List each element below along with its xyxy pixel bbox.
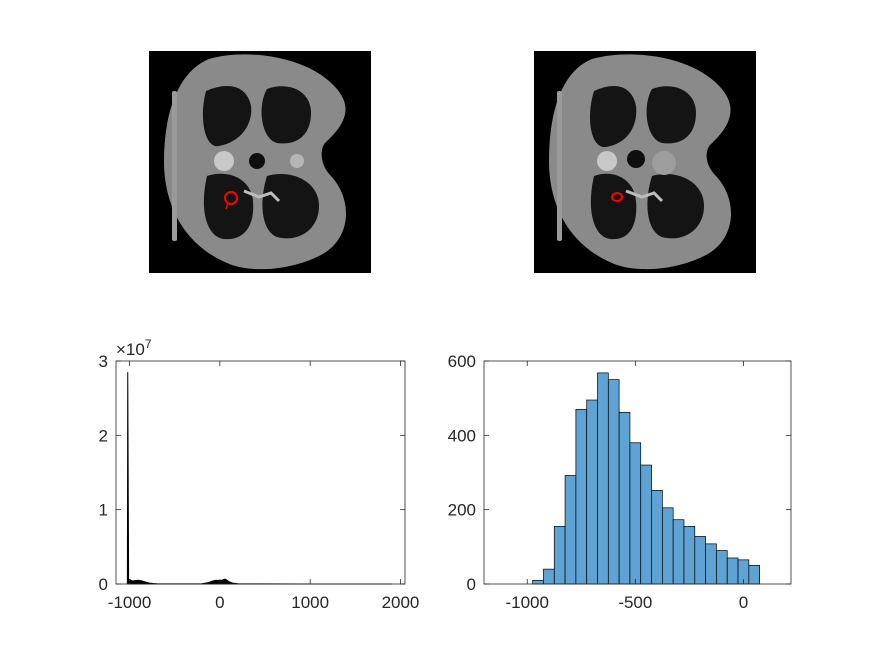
- y-tick-label: 600: [448, 352, 476, 371]
- histogram-bar: [683, 526, 696, 585]
- y-exponent-label: ×107: [116, 337, 152, 359]
- histogram-bar: [716, 550, 728, 585]
- histogram-bar: [694, 536, 706, 585]
- axes-box: [115, 360, 406, 585]
- y-tick-label: 0: [99, 575, 108, 594]
- x-tick-label: 0: [739, 593, 748, 612]
- y-tick-label: 400: [448, 426, 476, 445]
- histogram-bar: [705, 543, 717, 585]
- histogram-bar: [640, 464, 652, 585]
- histogram-bar: [543, 568, 555, 585]
- y-tick-label: 200: [448, 501, 476, 520]
- histogram-bar: [629, 442, 642, 585]
- y-tick-label: 1: [99, 501, 108, 520]
- x-tick-label: -500: [618, 593, 652, 612]
- histogram-bar: [607, 379, 620, 585]
- x-tick-label: -1000: [505, 593, 548, 612]
- x-tick-label: 0: [215, 593, 224, 612]
- histogram-bar: [564, 475, 577, 585]
- histogram-bar: [672, 519, 685, 585]
- histogram-bar: [748, 565, 761, 585]
- x-tick-label: 2000: [382, 593, 420, 612]
- y-tick-label: 2: [99, 426, 108, 445]
- histogram-bar: [586, 399, 598, 585]
- histogram-roi-axes: -1000 -500 0 0 200 400 600: [448, 352, 792, 612]
- histogram-bar: [618, 411, 631, 585]
- histogram-bar: [597, 372, 609, 585]
- histogram-bar: [662, 507, 674, 585]
- x-tick-label: 1000: [291, 593, 329, 612]
- histogram-bar: [553, 526, 566, 585]
- x-tick-label: -1000: [108, 593, 151, 612]
- histogram-bar: [575, 408, 588, 585]
- histogram-bar: [532, 579, 544, 585]
- axes-box: [483, 360, 792, 585]
- y-tick-label: 0: [467, 575, 476, 594]
- y-tick-label: 3: [99, 352, 108, 371]
- ct-slice-left: [149, 51, 371, 273]
- histogram-area-series: [126, 372, 392, 585]
- histogram-bar: [651, 489, 663, 585]
- histogram-bar: [726, 557, 739, 585]
- ct-slice-right: [534, 51, 756, 273]
